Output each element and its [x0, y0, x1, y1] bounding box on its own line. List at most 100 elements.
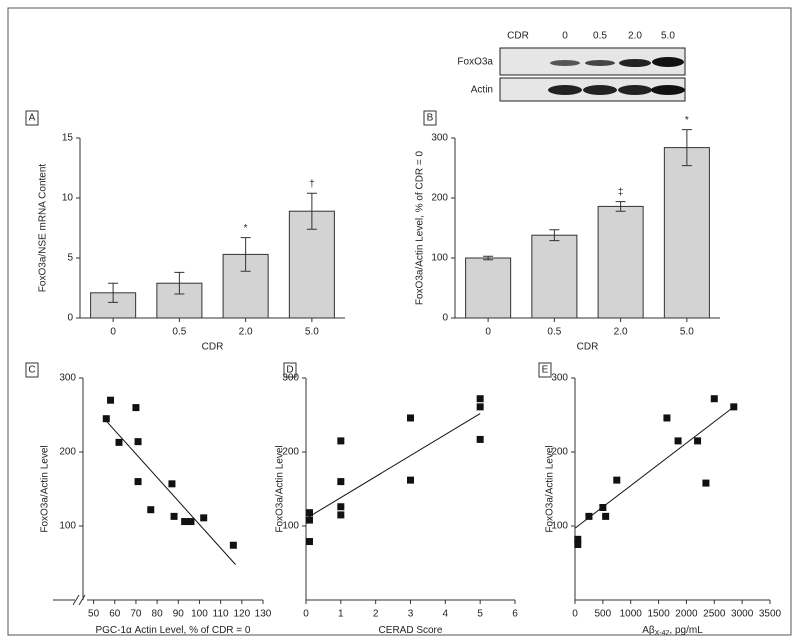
- error-bar: [108, 282, 119, 303]
- band: [548, 85, 582, 95]
- point: [102, 415, 110, 423]
- y-axis-label: FoxO3a/Actin Level: [40, 445, 51, 532]
- error-bar: [174, 271, 185, 295]
- y-tick-label: 0: [67, 313, 73, 324]
- panel-label: E: [542, 365, 549, 376]
- point: [134, 478, 142, 486]
- x-tick-label: 50: [88, 609, 100, 620]
- point: [132, 404, 140, 412]
- x-tick-label: 80: [152, 609, 164, 620]
- point: [337, 503, 345, 511]
- bar: [597, 205, 644, 319]
- x-axis-label-part: PGC-1α Actin Level, % of CDR = 0: [95, 625, 250, 636]
- panel-label-box: [538, 362, 552, 378]
- point: [674, 437, 682, 445]
- point: [170, 512, 178, 520]
- y-tick-label: 200: [59, 447, 76, 458]
- y-tick-label: 300: [282, 373, 299, 384]
- y-tick-label: 100: [59, 521, 76, 532]
- point: [337, 478, 345, 486]
- x-axis-label-part: Aβ: [642, 625, 655, 636]
- point: [585, 512, 593, 520]
- y-tick-label: 300: [59, 373, 76, 384]
- point: [337, 437, 345, 445]
- x-tick-label: 3: [408, 609, 414, 620]
- blot-header: CDR: [507, 31, 529, 42]
- panel: E 100 200 300 FoxO3a/Actin Level 0 500 1000 1500…: [538, 362, 782, 637]
- point: [702, 479, 710, 487]
- x-tick-label: 500: [595, 609, 612, 620]
- y-tick-label: 100: [431, 253, 448, 264]
- panel: B 0 100 200 300 FoxO3a/Actin Level, % of CDR …: [415, 110, 720, 353]
- x-axis-label: PGC-1α Actin Level, % of CDR = 0: [95, 625, 250, 636]
- x-tick-label: 120: [233, 609, 250, 620]
- x-axis-label-part: CERAD Score: [379, 625, 443, 636]
- x-tick-label: 0: [485, 327, 491, 338]
- y-tick-label: 200: [431, 193, 448, 204]
- point: [337, 511, 345, 519]
- panel: D 100 200 300 FoxO3a/Actin Level 0 1 2 3 4 5 6 CERAD…: [275, 362, 518, 636]
- x-tick-label: 110: [213, 609, 229, 620]
- western-blot: CDR 0 0.5 2.0 5.0 FoxO3a Actin: [457, 31, 686, 102]
- band: [651, 85, 685, 95]
- y-axis-label: FoxO3a/NSE mRNA Content: [38, 164, 49, 293]
- y-tick-label: 200: [282, 447, 299, 458]
- y-axis-label: FoxO3a/Actin Level: [275, 445, 286, 532]
- x-tick-label: 5.0: [680, 327, 694, 338]
- significance-mark: *: [685, 115, 689, 126]
- error-bar: [483, 255, 494, 261]
- frame: [7, 7, 792, 636]
- point: [134, 438, 142, 446]
- significance-mark: *: [244, 223, 248, 234]
- x-axis-label: CERAD Score: [379, 625, 443, 636]
- point: [305, 538, 313, 546]
- point: [602, 512, 610, 520]
- panel-label-box: [423, 110, 437, 126]
- x-tick-label: 100: [191, 609, 208, 620]
- x-tick-label: 90: [173, 609, 185, 620]
- point: [187, 518, 195, 526]
- lane-label: 0: [562, 31, 568, 42]
- panel-label: D: [286, 365, 293, 376]
- point: [107, 396, 115, 404]
- x-axis-label: CDR: [577, 342, 599, 353]
- panel-label-box: [25, 110, 39, 126]
- x-tick-label: 0: [572, 609, 578, 620]
- band: [618, 85, 652, 95]
- point: [599, 504, 607, 511]
- bar: [663, 147, 710, 319]
- x-tick-label: 0: [110, 327, 116, 338]
- x-tick-label: 1000: [620, 609, 643, 620]
- panel-label: C: [28, 365, 35, 376]
- panel-label: B: [427, 113, 434, 124]
- point: [115, 438, 123, 446]
- trend-line: [103, 418, 236, 565]
- y-axis-label: FoxO3a/Actin Level: [545, 445, 556, 532]
- point: [694, 437, 702, 445]
- trend-line: [574, 406, 735, 529]
- band: [619, 59, 651, 67]
- point: [476, 395, 484, 403]
- x-axis-label: AβX-42, pg/mL: [642, 625, 703, 637]
- y-tick-label: 300: [551, 373, 568, 384]
- x-tick-label: 2.0: [614, 327, 628, 338]
- point: [305, 516, 313, 524]
- band: [583, 85, 617, 95]
- point: [407, 476, 414, 484]
- x-tick-label: 3000: [731, 609, 754, 620]
- y-axis-label: FoxO3a/Actin Level, % of CDR = 0: [415, 150, 426, 305]
- x-tick-label: 6: [512, 609, 518, 620]
- band: [550, 60, 580, 66]
- axis-break: [72, 594, 86, 606]
- x-tick-label: 2.0: [239, 327, 253, 338]
- row-label: FoxO3a: [457, 57, 493, 68]
- y-tick-label: 300: [431, 133, 448, 144]
- x-tick-label: 4: [443, 609, 449, 620]
- x-tick-label: 1: [338, 609, 344, 620]
- x-tick-label: 5: [477, 609, 483, 620]
- panel-label-box: [283, 362, 297, 378]
- panel: A 0 5 10 15 FoxO3a/NSE mRNA Content 0 0.5 2.0 * 5.…: [25, 110, 345, 353]
- x-tick-label: 3500: [759, 609, 782, 620]
- panel: C 100 200 300 FoxO3a/Actin Level 50 60 70 80 90 10…: [25, 362, 272, 636]
- panel-label-box: [25, 362, 39, 378]
